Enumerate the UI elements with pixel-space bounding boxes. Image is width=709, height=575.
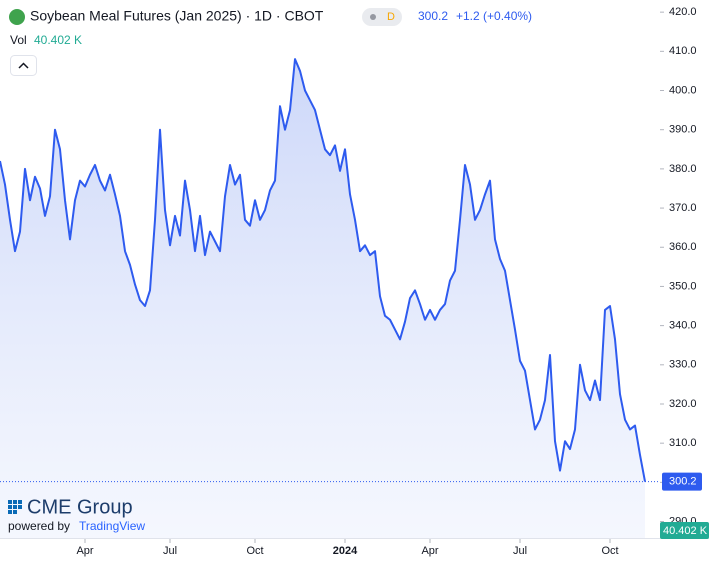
last-price-label: 300.2 <box>669 475 697 487</box>
y-tick-label: 330.0 <box>669 359 697 371</box>
collapse-caret <box>18 62 29 69</box>
brand-name: CME Group <box>27 496 133 518</box>
y-tick-label: 370.0 <box>669 202 697 214</box>
x-tick-label: 2024 <box>333 545 358 557</box>
symbol-icon <box>9 9 25 25</box>
x-tick-label: Jul <box>163 545 177 557</box>
powered-by: powered by <box>8 519 70 533</box>
collapse-button[interactable] <box>10 55 37 76</box>
y-tick-label: 390.0 <box>669 124 697 136</box>
y-tick-label: 340.0 <box>669 320 697 332</box>
y-tick-label: 310.0 <box>669 437 697 449</box>
y-tick-label: 400.0 <box>669 84 697 96</box>
price-line <box>0 58 646 482</box>
brand-logo <box>8 500 22 514</box>
y-tick-label: 320.0 <box>669 398 697 410</box>
volume-value: 40.402 K <box>34 33 82 47</box>
x-tick-label: Oct <box>246 545 263 557</box>
x-tick-label: Apr <box>76 545 93 557</box>
x-tick-label: Apr <box>421 545 438 557</box>
y-tick-label: 380.0 <box>669 163 697 175</box>
x-tick-label: Oct <box>601 545 618 557</box>
area <box>0 59 645 538</box>
y-tick-label: 410.0 <box>669 45 697 57</box>
volume-badge-label: 40.402 K <box>663 525 708 537</box>
header-price: 300.2 <box>418 9 448 23</box>
volume-badge <box>660 522 709 539</box>
badge-dot <box>370 14 376 20</box>
powered-brand: TradingView <box>79 519 145 533</box>
header-change: +1.2 (+0.40%) <box>456 9 532 23</box>
interval-badge-text: D <box>387 11 395 23</box>
volume-title: Vol <box>10 33 27 47</box>
last-price-badge <box>662 472 702 491</box>
y-tick-label: 360.0 <box>669 241 697 253</box>
chart-title: Soybean Meal Futures (Jan 2025) · 1D · C… <box>30 8 324 24</box>
y-tick-label: 420.0 <box>669 6 697 18</box>
interval-badge <box>362 8 402 26</box>
x-tick-label: Jul <box>513 545 527 557</box>
y-tick-label: 350.0 <box>669 280 697 292</box>
